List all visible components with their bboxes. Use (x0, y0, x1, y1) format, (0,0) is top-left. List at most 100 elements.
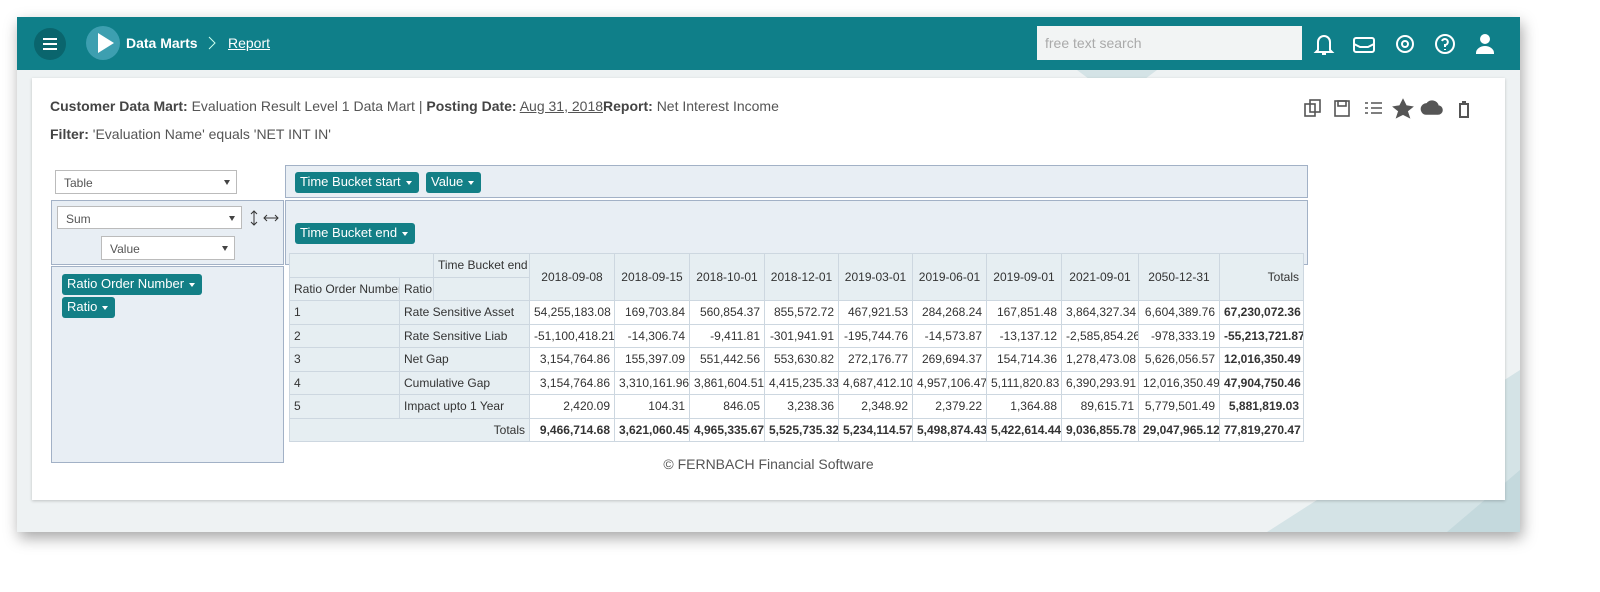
value-cell: -51,100,418.21 (529, 323, 615, 348)
field-pill[interactable]: Value (426, 172, 482, 193)
data-row: 1 Rate Sensitive Asset 54,255,183.08 169,70… (289, 300, 1304, 325)
column-total: 4,965,335.67 (689, 417, 765, 442)
value-cell: 855,572.72 (764, 300, 839, 325)
filter-info: Filter: 'Evaluation Name' equals 'NET IN… (50, 126, 331, 142)
breadcrumb-link[interactable]: Report (228, 35, 271, 51)
renderer-select[interactable]: Table (55, 170, 237, 194)
value-cell: 2,379.22 (912, 394, 987, 419)
value-cell: 89,615.71 (1061, 394, 1139, 419)
menu-button[interactable] (33, 27, 67, 61)
value-cell: 4,415,235.33 (764, 370, 839, 395)
field-pill[interactable]: Ratio Order Number (62, 274, 203, 295)
column-header: 2018-09-15 (614, 253, 690, 301)
value-cell: -14,573.87 (912, 323, 987, 348)
field-pill[interactable]: Time Bucket end (295, 223, 416, 244)
value-cell: 5,626,056.57 (1138, 347, 1220, 372)
value-cell: 846.05 (689, 394, 765, 419)
toolbar-icons[interactable] (1302, 98, 1472, 120)
row-ratio: Impact upto 1 Year (399, 394, 530, 419)
app-title[interactable]: Data Marts (126, 35, 198, 51)
label: Customer Data Mart: (50, 98, 188, 114)
value-cell: -301,941.91 (764, 323, 839, 348)
value-cell: 5,779,501.49 (1138, 394, 1220, 419)
value-cell: -13,137.12 (986, 323, 1062, 348)
aggregator-select[interactable]: Sum (57, 206, 242, 229)
data-row: 3 Net Gap 3,154,764.86 155,397.09 551,442.56… (289, 347, 1304, 372)
column-header: 2018-12-01 (764, 253, 839, 301)
row-total: -55,213,721.87 (1219, 323, 1304, 348)
aggregator-area: Sum Value (51, 200, 284, 265)
data-row: 2 Rate Sensitive Liab -51,100,418.21 -14,30… (289, 323, 1304, 348)
value-cell: -2,585,854.26 (1061, 323, 1139, 348)
pivot-table: Time Bucket end 2018-09-08 2018-09-15 2018-… (289, 253, 1304, 442)
row-order: 1 (289, 300, 400, 325)
value-cell: -978,333.19 (1138, 323, 1220, 348)
row-order: 5 (289, 394, 400, 419)
value-cell: 154,714.36 (986, 347, 1062, 372)
data-row: 4 Cumulative Gap 3,154,764.86 3,310,161.96 3… (289, 370, 1304, 395)
totals-header: Totals (1219, 253, 1304, 301)
search-input[interactable]: free text search (1037, 26, 1302, 60)
column-fields-area: Time Bucket start Value (285, 165, 1308, 198)
column-total: 5,422,614.44 (986, 417, 1062, 442)
column-total: 5,498,874.43 (912, 417, 987, 442)
field-pill[interactable]: Ratio (62, 297, 116, 318)
corner-cell (433, 276, 530, 301)
value-cell: 269,694.37 (912, 347, 987, 372)
sort-toggles[interactable] (248, 209, 280, 227)
report-name: Net Interest Income (656, 98, 779, 114)
value-cell: 3,154,764.86 (529, 370, 615, 395)
value-cell: 284,268.24 (912, 300, 987, 325)
value-cell: 4,687,412.10 (838, 370, 913, 395)
value-cell: 3,238.36 (764, 394, 839, 419)
value-cell: -14,306.74 (614, 323, 690, 348)
column-header: 2019-03-01 (838, 253, 913, 301)
row-fields-area: Ratio Order Number Ratio (51, 266, 284, 463)
label: Report: (603, 98, 653, 114)
logo[interactable] (85, 25, 121, 61)
value-cell: -195,744.76 (838, 323, 913, 348)
row-total: 12,016,350.49 (1219, 347, 1304, 372)
row-order: 2 (289, 323, 400, 348)
row-ratio: Net Gap (399, 347, 530, 372)
grand-total: 77,819,270.47 (1219, 417, 1304, 442)
column-total: 5,234,114.57 (838, 417, 913, 442)
value-cell: 3,154,764.86 (529, 347, 615, 372)
value-cell: 6,390,293.91 (1061, 370, 1139, 395)
separator: | (418, 98, 423, 114)
report-card: Customer Data Mart: Evaluation Result Le… (32, 78, 1505, 500)
totals-label: Totals (289, 417, 530, 442)
column-total: 9,036,855.78 (1061, 417, 1139, 442)
column-header: 2018-10-01 (689, 253, 765, 301)
column-total: 3,621,060.45 (614, 417, 690, 442)
row-ratio: Cumulative Gap (399, 370, 530, 395)
row-order: 4 (289, 370, 400, 395)
column-header: 2021-09-01 (1061, 253, 1139, 301)
posting-date[interactable]: Aug 31, 2018 (519, 98, 604, 114)
header-icons[interactable] (1311, 31, 1501, 57)
column-header: 2019-09-01 (986, 253, 1062, 301)
field-pill[interactable]: Time Bucket start (295, 172, 419, 193)
aggregator-field-select[interactable]: Value (101, 236, 235, 260)
value-cell: 551,442.56 (689, 347, 765, 372)
value-cell: 12,016,350.49 (1138, 370, 1220, 395)
totals-row: Totals 9,466,714.68 3,621,060.45 4,965,335.… (289, 417, 1304, 442)
column-header: 2019-06-01 (912, 253, 987, 301)
filter-expression: 'Evaluation Name' equals 'NET INT IN' (92, 126, 331, 142)
row-ratio: Rate Sensitive Liab (399, 323, 530, 348)
value-cell: 560,854.37 (689, 300, 765, 325)
value-cell: 553,630.82 (764, 347, 839, 372)
footer: © FERNBACH Financial Software (663, 456, 874, 472)
row-axis-label: Ratio Order Number (289, 276, 400, 301)
label: Filter: (50, 126, 89, 142)
value-cell: 272,176.77 (838, 347, 913, 372)
label: Posting Date: (426, 98, 517, 114)
value-cell: 5,111,820.83 (986, 370, 1062, 395)
corner-cell (289, 253, 434, 278)
value-cell: 104.31 (614, 394, 690, 419)
value-cell: 6,604,389.76 (1138, 300, 1220, 325)
top-bar: Data Marts Report free text search (17, 17, 1520, 70)
column-header: 2018-09-08 (529, 253, 615, 301)
app-window: Data Marts Report free text search Custo… (17, 17, 1520, 532)
